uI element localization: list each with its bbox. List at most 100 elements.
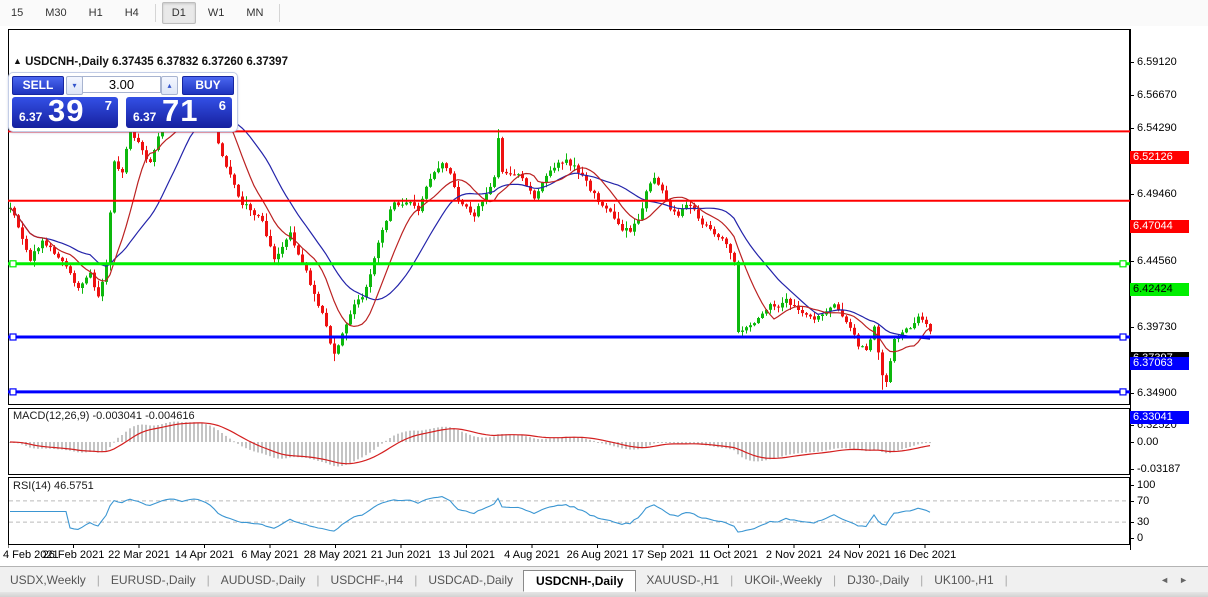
price-tick: [1130, 62, 1134, 63]
chart-tab-audusd-daily[interactable]: AUDUSD-,Daily: [220, 573, 306, 587]
chart-window: ▲ USDCNH-,Daily 6.37435 6.37832 6.37260 …: [0, 26, 1208, 566]
timeframe-button-d1[interactable]: D1: [161, 2, 196, 24]
price-tick: [1130, 128, 1134, 129]
buy-price-small: 6.37: [133, 110, 157, 124]
tab-separator: |: [96, 573, 100, 587]
price-tick: [1130, 194, 1134, 195]
tab-separator: |: [206, 573, 210, 587]
date-label: 13 Jul 2021: [438, 549, 495, 561]
price-tick-label: 6.49460: [1137, 188, 1177, 200]
sell-button[interactable]: SELL: [12, 76, 64, 95]
tab-separator: |: [833, 573, 837, 587]
hline-handle[interactable]: [1119, 333, 1127, 341]
sell-price-sup: 7: [104, 98, 112, 113]
tab-separator: |: [414, 573, 418, 587]
chart-tab-ukoil-weekly[interactable]: UKOil-,Weekly: [744, 573, 822, 587]
price-tick-label: 6.44560: [1137, 255, 1177, 267]
tab-separator: |: [1004, 573, 1008, 587]
price-tick: [1130, 327, 1134, 328]
price-tick: [1130, 393, 1134, 394]
timeframe-button-h4[interactable]: H4: [124, 7, 139, 19]
price-tick-label: 6.56670: [1137, 89, 1177, 101]
rsi-tick: [1130, 501, 1134, 502]
date-label: 28 May 2021: [303, 549, 368, 561]
ohlc-low: 6.37260: [201, 56, 244, 68]
macd-tick-label: 0.00: [1137, 436, 1159, 448]
sell-price-small: 6.37: [19, 110, 43, 124]
timeframe-toolbar: 15 M30 H1 H4 D1 W1 MN: [0, 0, 1208, 27]
hline-handle[interactable]: [9, 260, 17, 268]
chart-tab-uk100-h1[interactable]: UK100-,H1: [934, 573, 994, 587]
tab-scroll-arrows[interactable]: ◄►: [1160, 575, 1198, 585]
date-label: 6 May 2021: [241, 549, 299, 561]
chart-title: ▲ USDCNH-,Daily 6.37435 6.37832 6.37260 …: [13, 56, 288, 68]
sell-price-button[interactable]: 6.37 39 7: [12, 93, 118, 128]
rsi-tick: [1130, 485, 1134, 486]
buy-button[interactable]: BUY: [182, 76, 234, 95]
tab-separator: |: [316, 573, 320, 587]
timeframe-button-w1[interactable]: W1: [207, 7, 225, 19]
chart-tab-usdchf-h4[interactable]: USDCHF-,H4: [330, 573, 404, 587]
date-label: 22 Mar 2021: [108, 549, 170, 561]
date-label: 11 Oct 2021: [698, 549, 759, 561]
timeframe-button-mn[interactable]: MN: [246, 7, 264, 19]
ohlc-high: 6.37832: [156, 56, 199, 68]
date-label: 4 Feb 2021: [3, 549, 59, 561]
price-tick: [1130, 95, 1134, 96]
date-label: 26 Aug 2021: [566, 549, 629, 561]
buy-price-big: 71: [162, 93, 199, 128]
chart-tab-bar: USDX,Weekly | EURUSD-,Daily | AUDUSD-,Daily |…: [0, 566, 1208, 593]
rsi-tick-label: 0: [1137, 532, 1144, 544]
date-label: 2 Nov 2021: [765, 549, 823, 561]
hline-handle[interactable]: [9, 333, 17, 341]
date-label: 17 Sep 2021: [631, 549, 695, 561]
macd-tick-label: -0.03187: [1137, 463, 1181, 475]
volume-increase-button[interactable]: ▴: [161, 76, 178, 95]
rsi-tick: [1130, 538, 1134, 539]
rsi-tick: [1130, 522, 1134, 523]
chart-tab-xauusd-h1[interactable]: XAUUSD-,H1: [646, 573, 720, 587]
toolbar-separator: [154, 4, 156, 22]
chart-tab-usdcad-daily[interactable]: USDCAD-,Daily: [428, 573, 514, 587]
chart-tab-usdx-weekly[interactable]: USDX,Weekly: [10, 573, 86, 587]
price-tick-label: 6.39730: [1137, 321, 1177, 333]
rsi-value: 46.5751: [53, 480, 94, 492]
chart-tab-usdcnh-daily[interactable]: USDCNH-,Daily: [523, 569, 637, 592]
collapse-panel-icon[interactable]: ▲: [13, 56, 22, 66]
date-label: 16 Dec 2021: [893, 549, 957, 561]
tab-separator: |: [730, 573, 734, 587]
hline-handle[interactable]: [9, 388, 17, 396]
date-label: 21 Jun 2021: [370, 549, 432, 561]
price-tick: [1130, 425, 1134, 426]
rsi-tick-label: 100: [1137, 479, 1156, 491]
date-label: 4 Aug 2021: [504, 549, 560, 561]
price-tick-label: 6.34900: [1137, 387, 1177, 399]
price-tick-label: 6.59120: [1137, 56, 1177, 68]
timeframe-button-m30[interactable]: M30: [45, 7, 67, 19]
ohlc-close: 6.37397: [246, 56, 288, 68]
buy-price-sup: 6: [218, 98, 226, 113]
macd-indicator-label: MACD(12,26,9) -0.003041 -0.004616: [13, 410, 195, 422]
tab-separator: |: [920, 573, 924, 587]
ohlc-open: 6.37435: [112, 56, 154, 68]
macd-tick: [1130, 469, 1134, 470]
rsi-tick-label: 30: [1137, 516, 1150, 528]
buy-price-button[interactable]: 6.37 71 6: [126, 93, 232, 128]
macd-tick: [1130, 442, 1134, 443]
rsi-indicator-label: RSI(14) 46.5751: [13, 480, 94, 492]
level-badge-6.37063: 6.37063: [1130, 357, 1189, 370]
level-badge-6.52126: 6.52126: [1130, 151, 1189, 164]
status-bar: [0, 592, 1208, 597]
chart-tab-eurusd-daily[interactable]: EURUSD-,Daily: [110, 573, 196, 587]
macd-values: -0.003041 -0.004616: [92, 410, 195, 422]
sell-price-big: 39: [48, 93, 85, 128]
hline-handle[interactable]: [1119, 388, 1127, 396]
level-badge-6.47044: 6.47044: [1130, 220, 1189, 233]
volume-input[interactable]: 3.00: [82, 76, 161, 93]
price-tick: [1130, 261, 1134, 262]
date-label: 14 Apr 2021: [174, 549, 235, 561]
timeframe-button-15[interactable]: 15: [11, 7, 24, 19]
hline-handle[interactable]: [1119, 260, 1127, 268]
chart-tab-dj30-daily[interactable]: DJ30-,Daily: [847, 573, 910, 587]
timeframe-button-h1[interactable]: H1: [88, 7, 103, 19]
